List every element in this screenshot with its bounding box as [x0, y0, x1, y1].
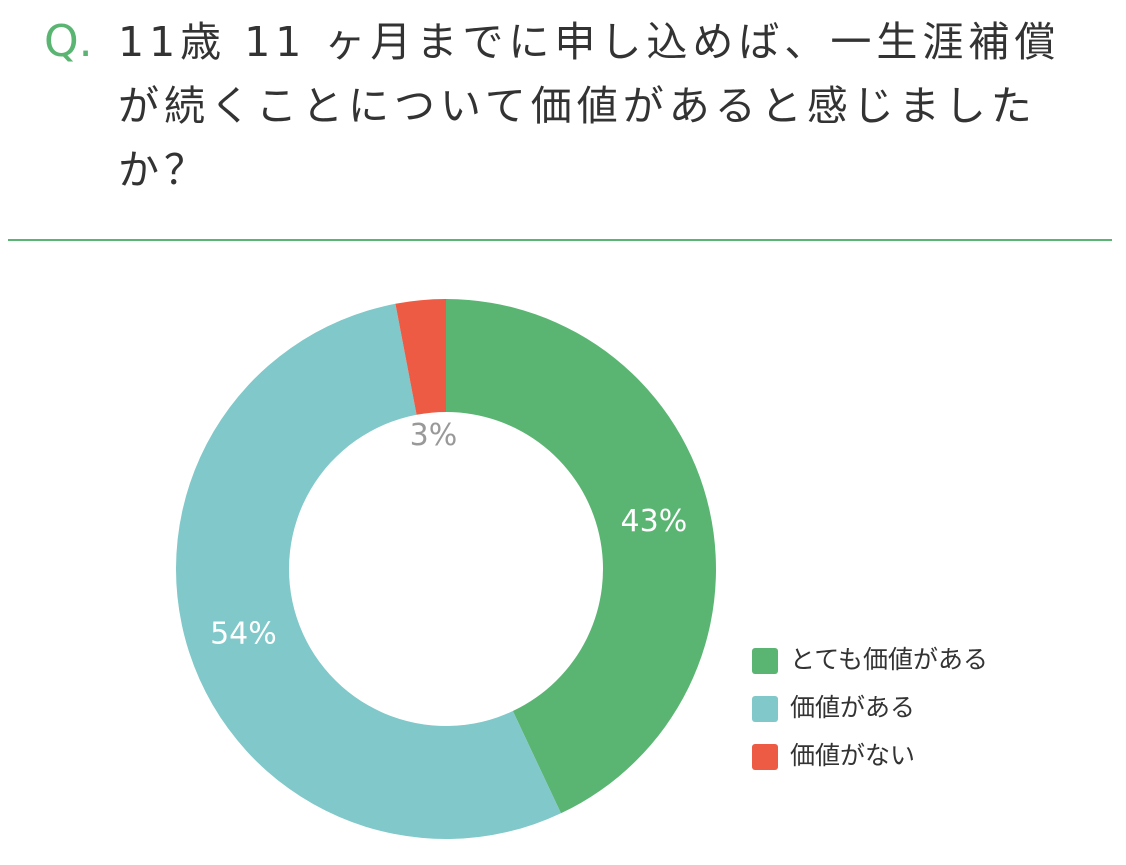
data-label: 43%: [621, 504, 688, 539]
legend-label: とても価値がある: [790, 645, 988, 674]
donut-slice: [175, 303, 561, 840]
data-label: 3%: [410, 418, 458, 453]
question-label: Q.: [44, 16, 93, 67]
chart-title: 11歳 11 ヶ月までに申し込めば、一生涯補償が続くことについて価値があると感じ…: [118, 18, 1061, 194]
donut-slice: [395, 299, 446, 415]
legend-label: 価値がない: [790, 741, 915, 770]
legend-swatch: [752, 744, 778, 770]
donut-slice: [446, 299, 716, 814]
divider: [8, 239, 1112, 241]
legend-swatch: [752, 696, 778, 722]
data-label: 54%: [210, 616, 277, 651]
legend-label: 価値がある: [790, 693, 915, 722]
legend-swatch: [752, 648, 778, 674]
